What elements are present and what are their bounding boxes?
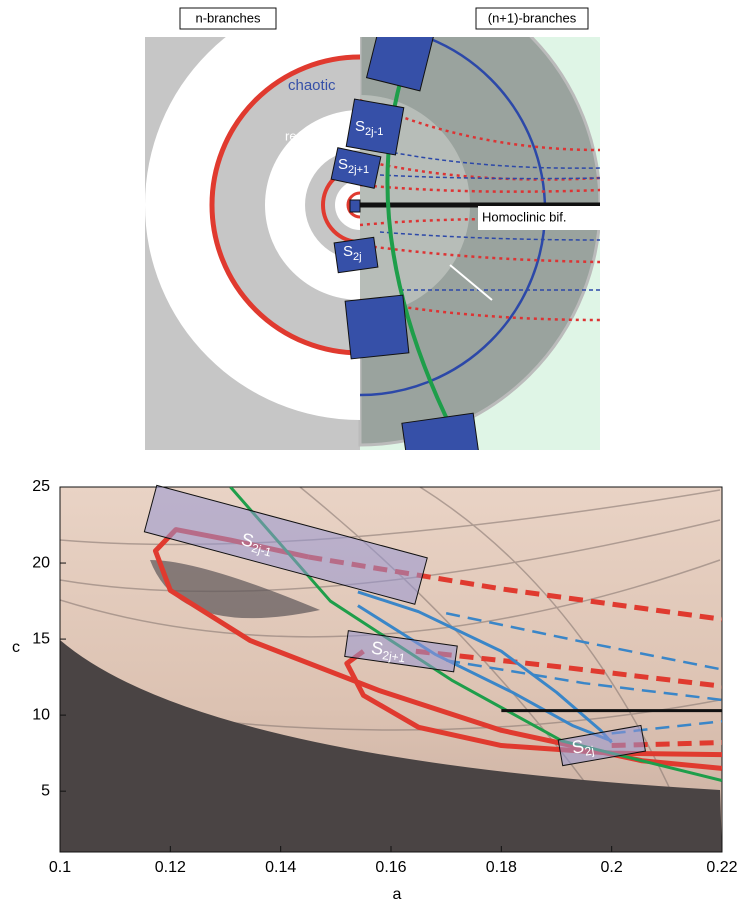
box-sub: 2j [353,251,362,263]
y-tick-label: 10 [32,706,50,723]
regular-label: regular [285,128,326,143]
y-tick-label: 25 [32,478,50,495]
box-sub: 2j+1 [348,164,369,176]
box-base: S [343,243,353,260]
y-axis-label: c [12,639,20,656]
figure: chaotic regular S2j-1 S2j+1 S2j Homoclin… [0,0,743,910]
box-sub: 2j-1 [365,126,383,138]
y-tick-label: 5 [41,782,50,799]
n-branches-label: n-branches [195,10,261,25]
page: chaotic regular S2j-1 S2j+1 S2j Homoclin… [0,0,743,910]
x-tick-label: 0.12 [155,859,186,876]
x-tick-label: 0.14 [265,859,296,876]
y-tick-label: 20 [32,554,50,571]
x-tick-label: 0.1 [49,859,71,876]
y-tick-label: 15 [32,630,50,647]
homoclinic-label: Homoclinic bif. [482,209,567,224]
n1-branches-label: (n+1)-branches [488,10,577,25]
schematic: chaotic regular S2j-1 S2j+1 S2j Homoclin… [145,0,603,473]
x-tick-label: 0.2 [601,859,623,876]
chaotic-label: chaotic [288,77,336,94]
x-tick-label: 0.18 [486,859,517,876]
x-tick-label: 0.22 [706,859,737,876]
box-base: S [355,118,365,135]
x-axis-label: a [393,886,402,903]
x-tick-label: 0.16 [375,859,406,876]
box-base: S [338,156,348,173]
